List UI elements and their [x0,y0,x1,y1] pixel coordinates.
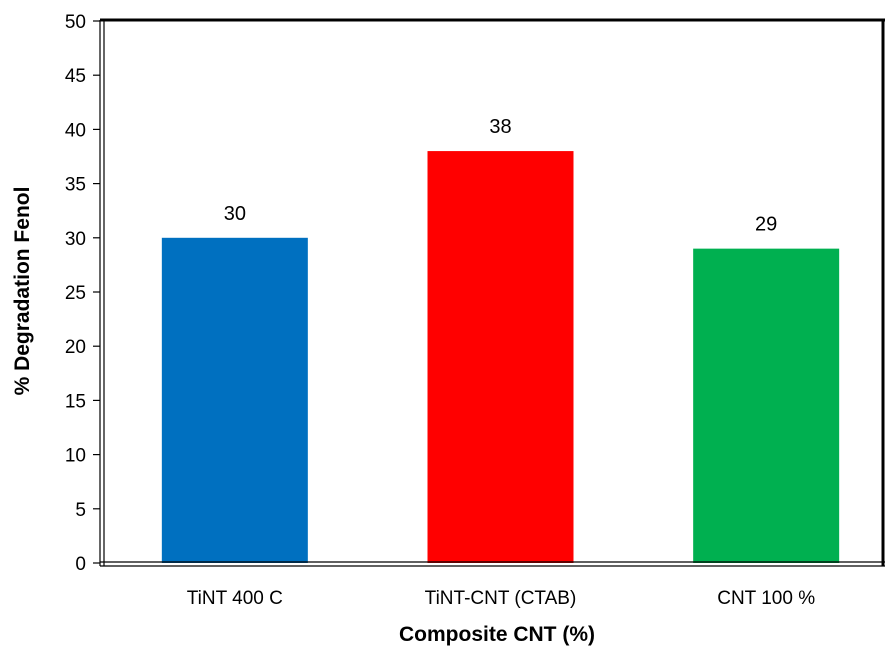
x-tick-label: TiNT 400 C [187,588,283,609]
y-tick-label: 45 [65,66,86,87]
y-tick-label: 50 [65,12,86,33]
y-tick-label: 40 [65,120,86,141]
y-tick-label: 15 [65,391,86,412]
x-tick-label: CNT 100 % [717,588,815,609]
data-label: 38 [489,116,511,138]
y-tick-label: 0 [75,554,86,575]
data-labels: 30 38 29 [224,116,778,236]
bars [161,151,840,564]
bar [161,237,308,564]
y-tick-label: 30 [65,229,86,250]
y-tick-label: 10 [65,446,86,467]
y-axis-ticks [93,20,100,564]
y-tick-label: 35 [65,175,86,196]
y-tick-label: 20 [65,337,86,358]
data-label: 29 [755,214,777,236]
x-axis-title: Composite CNT (%) [399,623,595,646]
bar [693,248,840,563]
y-tick-label: 25 [65,283,86,304]
y-axis-tick-labels: 0 5 10 15 20 25 30 35 40 45 50 [65,12,86,575]
data-label: 30 [224,203,246,225]
x-axis-tick-labels: TiNT 400 C TiNT-CNT (CTAB) CNT 100 % [187,588,815,609]
y-tick-label: 5 [75,500,86,521]
x-tick-label: TiNT-CNT (CTAB) [425,588,577,609]
bar [427,151,574,563]
plot-frame [99,18,885,567]
y-axis-title: % Degradation Fenol [11,187,34,396]
